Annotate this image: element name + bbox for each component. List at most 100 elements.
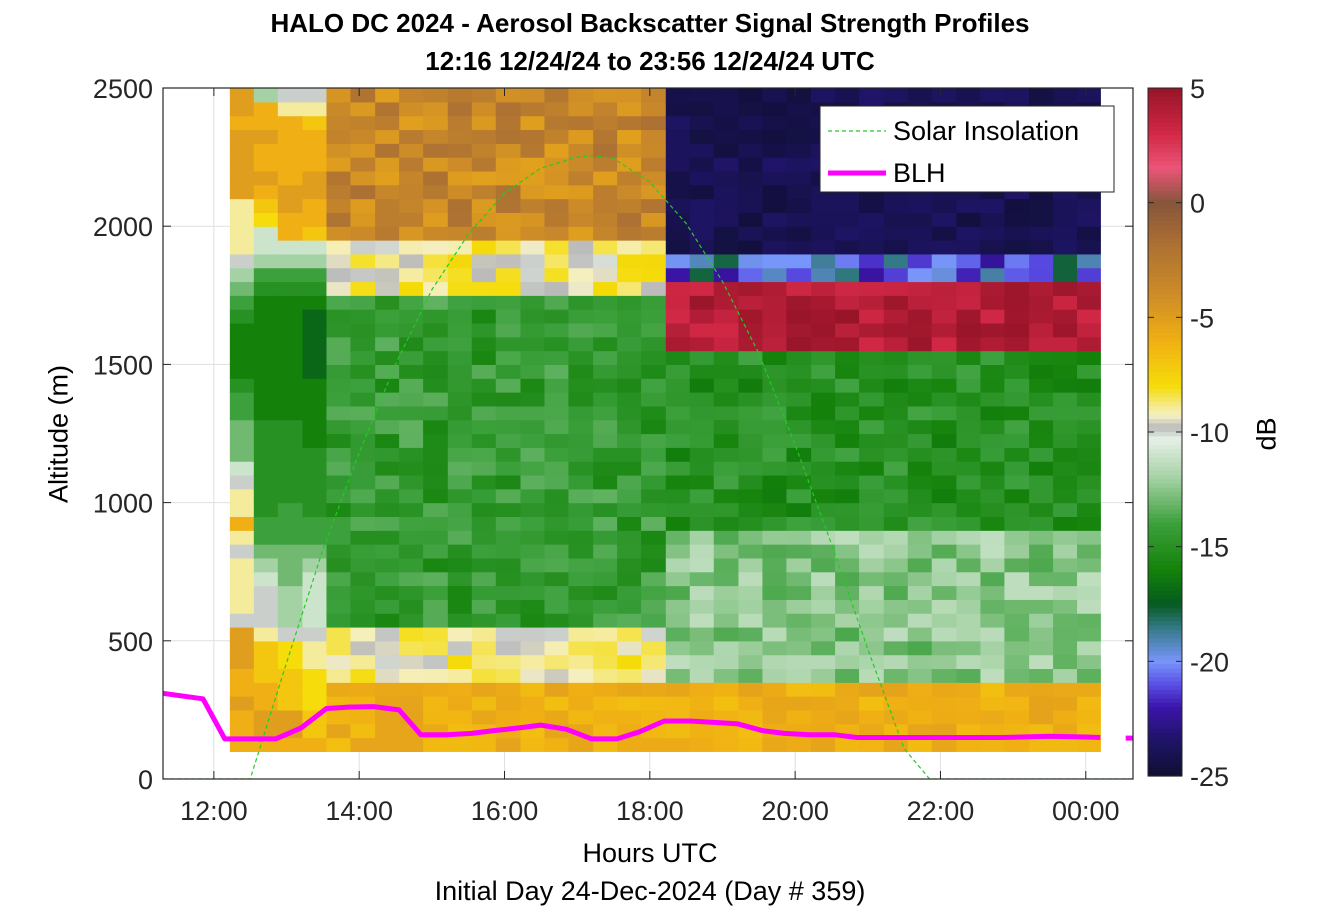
colorbar-segment xyxy=(1148,543,1182,549)
heatmap-cell xyxy=(641,198,667,213)
heatmap-cell xyxy=(568,516,594,531)
heatmap-cell xyxy=(350,502,376,518)
heatmap-cell xyxy=(713,157,740,172)
heatmap-cell xyxy=(350,115,376,131)
heatmap-cell xyxy=(883,295,909,310)
heatmap-cell xyxy=(229,212,255,227)
heatmap-cell xyxy=(1004,281,1030,296)
heatmap-cell xyxy=(689,143,715,158)
heatmap-cell xyxy=(399,129,424,144)
heatmap-cell xyxy=(1053,640,1078,656)
heatmap-cell xyxy=(544,696,570,711)
heatmap-cell xyxy=(568,433,594,448)
heatmap-cell xyxy=(931,461,958,476)
heatmap-cell xyxy=(495,101,522,117)
heatmap-cell xyxy=(617,668,642,683)
heatmap-cell xyxy=(811,682,836,697)
colorbar-segment xyxy=(1148,745,1182,751)
heatmap-cell xyxy=(350,640,376,656)
heatmap-cell xyxy=(665,115,691,131)
heatmap-cell xyxy=(326,309,352,324)
heatmap-cell xyxy=(762,585,788,600)
heatmap-cell xyxy=(277,309,304,324)
heatmap-cell xyxy=(689,544,715,559)
heatmap-cell xyxy=(617,295,642,310)
heatmap-cell xyxy=(689,613,715,628)
heatmap-cell xyxy=(375,544,400,559)
heatmap-cell xyxy=(326,654,352,670)
heatmap-cell xyxy=(544,364,570,379)
heatmap-cell xyxy=(738,309,764,324)
heatmap-cell xyxy=(980,309,1005,324)
heatmap-cell xyxy=(931,709,958,725)
heatmap-cell xyxy=(326,101,352,117)
heatmap-cell xyxy=(617,281,642,296)
heatmap-cell xyxy=(568,474,594,490)
heatmap-cell xyxy=(956,295,982,310)
colorbar-segment xyxy=(1148,217,1182,222)
heatmap-cell xyxy=(495,350,522,365)
heatmap-cell xyxy=(423,309,449,324)
heatmap-cell xyxy=(811,322,836,338)
heatmap-cell xyxy=(253,461,279,476)
heatmap-cell xyxy=(689,668,715,683)
heatmap-cell xyxy=(520,613,546,628)
heatmap-cell xyxy=(1053,226,1078,241)
heatmap-cell xyxy=(399,295,424,310)
heatmap-cell xyxy=(399,240,424,255)
heatmap-cell xyxy=(956,198,982,213)
colorbar-segment xyxy=(1148,100,1182,106)
heatmap-cell xyxy=(277,101,304,117)
colorbar-segment xyxy=(1148,346,1182,351)
heatmap-cell xyxy=(1053,709,1078,725)
heatmap-cell xyxy=(907,474,933,490)
heatmap-cell xyxy=(980,364,1005,379)
heatmap-cell xyxy=(689,115,715,131)
heatmap-cell xyxy=(931,378,958,393)
heatmap-cell xyxy=(641,696,667,711)
heatmap-cell xyxy=(883,709,909,725)
heatmap-cell xyxy=(762,613,788,628)
heatmap-cell xyxy=(253,309,279,324)
heatmap-cell xyxy=(956,474,982,490)
heatmap-cell xyxy=(689,654,715,670)
heatmap-cell xyxy=(423,212,449,227)
heatmap-cell xyxy=(350,447,376,462)
heatmap-cell xyxy=(447,281,473,296)
heatmap-cell xyxy=(350,544,376,559)
heatmap-cell xyxy=(786,157,812,172)
heatmap-cell xyxy=(253,709,279,725)
heatmap-cell xyxy=(713,723,740,739)
heatmap-cell xyxy=(375,309,400,324)
colorbar-segment xyxy=(1148,591,1182,596)
heatmap-cell xyxy=(1029,544,1054,559)
heatmap-cell xyxy=(399,668,424,683)
heatmap-cell xyxy=(907,502,933,518)
heatmap-cell xyxy=(375,212,400,227)
heatmap-cell xyxy=(375,626,400,642)
heatmap-cell xyxy=(641,516,667,531)
heatmap-cell xyxy=(762,198,788,213)
heatmap-cell xyxy=(277,88,304,103)
heatmap-cell xyxy=(713,198,740,213)
heatmap-cell xyxy=(738,613,764,628)
heatmap-cell xyxy=(641,585,667,600)
heatmap-cell xyxy=(399,585,424,600)
heatmap-cell xyxy=(302,599,328,614)
heatmap-cell xyxy=(375,405,400,421)
heatmap-cell xyxy=(375,88,400,103)
heatmap-cell xyxy=(641,336,667,352)
heatmap-cell xyxy=(593,461,618,476)
heatmap-cell xyxy=(302,613,328,628)
heatmap-cell xyxy=(277,115,304,131)
heatmap-cell xyxy=(520,184,546,200)
heatmap-cell xyxy=(641,184,667,200)
colorbar-segment xyxy=(1148,380,1182,386)
heatmap-cell xyxy=(786,682,812,697)
heatmap-cell xyxy=(375,336,400,352)
heatmap-cell xyxy=(762,295,788,310)
heatmap-cell xyxy=(326,322,352,338)
heatmap-cell xyxy=(229,530,255,545)
heatmap-cell xyxy=(495,240,522,255)
heatmap-cell xyxy=(302,682,328,697)
